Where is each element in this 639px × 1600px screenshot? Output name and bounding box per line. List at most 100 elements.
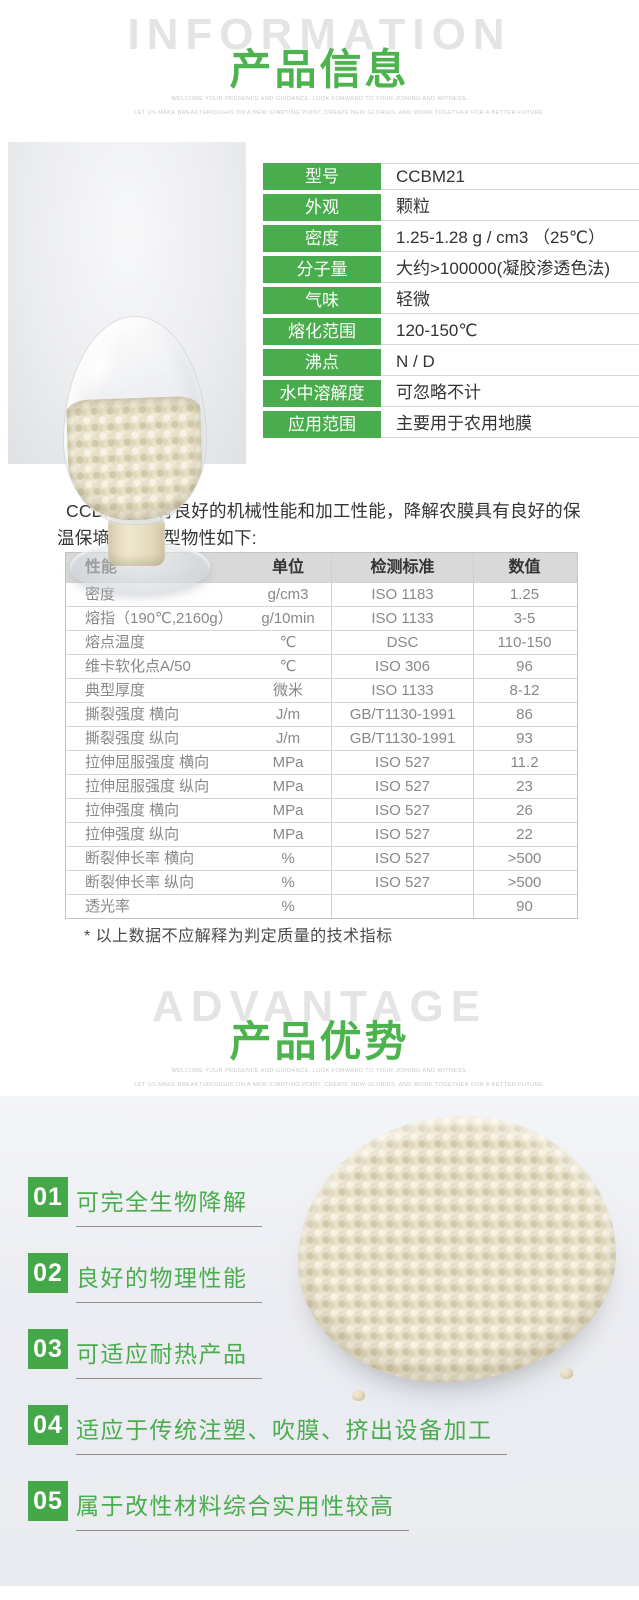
table-footnote: * 以上数据不应解释为判定质量的技术指标 xyxy=(84,928,393,945)
cell-standard: ISO 527 xyxy=(331,751,473,774)
advantage-item: 05 属于改性材料综合实用性较高 xyxy=(28,1481,409,1531)
cell-unit: MPa xyxy=(272,778,304,795)
spec-row: 应用范围 主要用于农用地膜 xyxy=(263,411,639,438)
cell-unit: % xyxy=(281,850,295,867)
cell-standard: GB/T1130-1991 xyxy=(331,703,473,726)
cell-unit: 微米 xyxy=(272,682,303,699)
spec-row: 沸点 N / D xyxy=(263,349,639,376)
cell-standard: GB/T1130-1991 xyxy=(331,727,473,750)
advantage-number-badge: 02 xyxy=(28,1253,68,1293)
spec-label: 外观 xyxy=(263,194,381,221)
spec-label: 型号 xyxy=(263,163,381,190)
cell-value: 23 xyxy=(473,775,575,798)
cell-standard: ISO 1133 xyxy=(331,679,473,702)
advantage-text: 可完全生物降解 xyxy=(76,1177,262,1227)
cell-value: 96 xyxy=(473,655,575,678)
table-row: 维卡软化点A/50 ℃ ISO 306 96 xyxy=(66,654,577,678)
info-watermark-text: INFORMATION xyxy=(127,10,512,59)
stray-pellet xyxy=(560,1368,573,1379)
spec-value: 可忽略不计 xyxy=(381,380,639,407)
cell-value: 8-12 xyxy=(473,679,575,702)
glass-flask xyxy=(64,317,206,524)
cell-unit: g/10min xyxy=(261,610,315,627)
info-section-title: 产品信息 xyxy=(229,46,410,93)
table-row: 拉伸屈服强度 横向 MPa ISO 527 11.2 xyxy=(66,750,577,774)
spec-label: 水中溶解度 xyxy=(263,380,381,407)
cell-value: 3-5 xyxy=(473,607,575,630)
cell-property: 密度 xyxy=(85,586,116,603)
advantage-item: 03 可适应耐热产品 xyxy=(28,1329,262,1379)
advantage-number-badge: 05 xyxy=(28,1481,68,1521)
table-row: 撕裂强度 横向 J/m GB/T1130-1991 86 xyxy=(66,702,577,726)
cell-standard: ISO 527 xyxy=(331,823,473,846)
cell-property: 撕裂强度 横向 xyxy=(85,706,180,723)
spec-value: 主要用于农用地膜 xyxy=(381,411,639,438)
cell-property: 撕裂强度 纵向 xyxy=(85,730,180,747)
spec-value: 轻微 xyxy=(381,287,639,314)
spec-value: 120-150℃ xyxy=(381,318,639,345)
cell-standard: ISO 306 xyxy=(331,655,473,678)
cell-property: 熔点温度 xyxy=(85,634,146,651)
header-unit: 单位 xyxy=(271,559,304,576)
cell-standard: ISO 527 xyxy=(331,799,473,822)
spec-label: 应用范围 xyxy=(263,411,381,438)
cell-value: 1.25 xyxy=(473,583,575,606)
cell-property: 拉伸屈服强度 横向 xyxy=(85,754,210,771)
spec-list: 型号 CCBM21 外观 颗粒 密度 1.25-1.28 g / cm3 （25… xyxy=(263,163,639,442)
table-row: 熔指（190℃,2160g） g/10min ISO 1133 3-5 xyxy=(66,606,577,630)
advantage-number-badge: 01 xyxy=(28,1177,68,1217)
cell-value: 90 xyxy=(473,895,575,918)
header-value: 数值 xyxy=(473,553,575,582)
advantage-item: 02 良好的物理性能 xyxy=(28,1253,262,1303)
cell-value: 93 xyxy=(473,727,575,750)
flask-stem xyxy=(108,518,165,566)
cell-unit: MPa xyxy=(272,826,304,843)
header-standard: 检测标准 xyxy=(331,553,473,582)
table-row: 拉伸强度 横向 MPa ISO 527 26 xyxy=(66,798,577,822)
cell-standard: ISO 527 xyxy=(331,847,473,870)
glass-highlight xyxy=(70,327,128,405)
table-row: 密度 g/cm3 ISO 1183 1.25 xyxy=(66,582,577,606)
pellet-pile-photo xyxy=(298,1116,616,1382)
cell-standard: ISO 1183 xyxy=(331,583,473,606)
stray-pellet xyxy=(352,1390,365,1401)
table-row: 断裂伸长率 纵向 % ISO 527 >500 xyxy=(66,870,577,894)
spec-row: 型号 CCBM21 xyxy=(263,163,639,190)
cell-standard xyxy=(331,895,473,918)
cell-value: 86 xyxy=(473,703,575,726)
spec-row: 气味 轻微 xyxy=(263,287,639,314)
cell-standard: ISO 1133 xyxy=(331,607,473,630)
table-row: 断裂伸长率 横向 % ISO 527 >500 xyxy=(66,846,577,870)
cell-value: 11.2 xyxy=(473,751,575,774)
spec-row: 熔化范围 120-150℃ xyxy=(263,318,639,345)
cell-value: 110-150 xyxy=(473,631,575,654)
cell-property: 典型厚度 xyxy=(85,682,146,699)
table-row: 透光率 % 90 xyxy=(66,894,577,918)
table-row: 熔点温度 ℃ DSC 110-150 xyxy=(66,630,577,654)
advantage-section-title: 产品优势 xyxy=(229,1018,410,1065)
advantage-text: 属于改性材料综合实用性较高 xyxy=(76,1481,409,1531)
spec-row: 密度 1.25-1.28 g / cm3 （25℃） xyxy=(263,225,639,252)
advantage-subtitle-line1: WELCOME YOUR PRESENCE AND GUIDANCE, LOOK… xyxy=(171,1067,468,1074)
cell-property: 透光率 xyxy=(85,898,131,915)
spec-label: 气味 xyxy=(263,287,381,314)
spec-row: 外观 颗粒 xyxy=(263,194,639,221)
spec-value: CCBM21 xyxy=(381,163,639,190)
advantage-text: 适应于传统注塑、吹膜、挤出设备加工 xyxy=(76,1405,507,1455)
cell-standard: ISO 527 xyxy=(331,871,473,894)
info-section-subtitle: WELCOME YOUR PRESENCE AND GUIDANCE, LOOK… xyxy=(0,92,639,120)
cell-unit: % xyxy=(281,898,295,915)
cell-value: >500 xyxy=(473,847,575,870)
spec-label: 密度 xyxy=(263,225,381,252)
cell-unit: MPa xyxy=(272,754,304,771)
properties-table: 性能 单位 检测标准 数值 密度 g/cm3 ISO 1183 1.25 熔指（… xyxy=(65,552,578,919)
spec-label: 熔化范围 xyxy=(263,318,381,345)
cell-unit: g/cm3 xyxy=(267,586,309,603)
flask-pellet-fill xyxy=(66,395,204,523)
advantage-text: 可适应耐热产品 xyxy=(76,1329,262,1379)
cell-property: 断裂伸长率 横向 xyxy=(85,850,195,867)
cell-standard: ISO 527 xyxy=(331,775,473,798)
properties-table-body: 密度 g/cm3 ISO 1183 1.25 熔指（190℃,2160g） g/… xyxy=(66,582,577,918)
spec-value: N / D xyxy=(381,349,639,376)
cell-value: 26 xyxy=(473,799,575,822)
